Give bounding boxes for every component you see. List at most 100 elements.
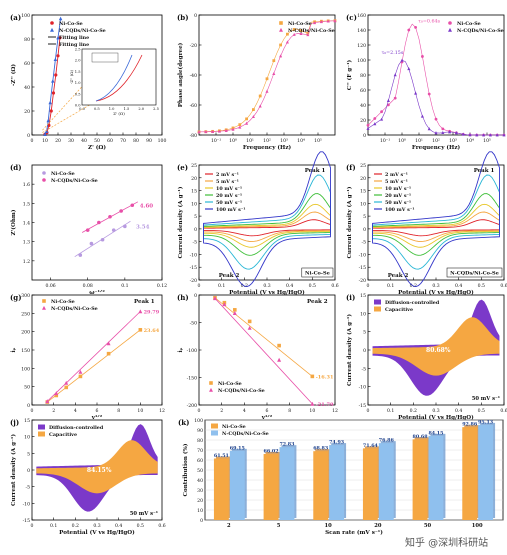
y-tick-label-f: -20 [359,278,366,284]
legend-entry-f: 10 mV s⁻¹ [385,186,411,192]
legend-entry-f: 5 mV s⁻¹ [385,179,408,185]
x-tick-label-b: 10² [263,138,271,144]
y-tick-label-j: 5 [27,451,30,457]
y-tick-label-d: 1.4 [23,221,30,227]
sample-label-box-e [301,267,334,278]
y-tick-label-f: -10 [359,252,366,258]
data-point-h [277,357,282,362]
guide-line-a [42,62,104,131]
data-point-d [130,203,135,208]
y-tick-label-k: 30 [197,488,203,494]
legend-swatch-a [50,21,54,25]
x-tick-label-k: 20 [374,523,382,529]
legend-swatch-i [374,306,381,312]
fit-line-h [214,298,313,405]
annotation-j: 50 mV s⁻¹ [130,511,158,517]
y-tick-label-h: 0 [194,293,197,299]
capacitive-area-j [36,440,158,494]
legend-swatch-h [209,387,213,392]
sample-label-e: Ni-Co-Se [305,271,330,277]
y-tick-label-i: 5 [363,330,366,336]
y-tick-label-b: -20 [190,43,197,49]
y-axis-label-a: -Z'' (Ω) [10,64,17,86]
y-axis-label-d: Z'(Ohm) [10,209,17,235]
data-point-h [213,296,217,301]
annotation-f: Peak 1 [474,168,495,174]
series-line-c [367,59,504,136]
x-tick-label-f: 0.4 [455,283,462,289]
y-tick-label-c: 40 [360,103,366,109]
y-tick-label-c: 140 [357,28,366,34]
data-point-a [56,35,60,40]
bar-value-label-k: 72.83 [279,442,295,448]
y-axis-label-b: Phase angle(degree) [177,42,184,107]
panel-label-g: (g) [10,293,22,302]
x-tick-label-g: 12 [159,408,165,414]
sample-label-box-f [446,267,503,278]
x-tick-label-f: 0.1 [387,283,394,289]
x-axis-label-i: Potential (V vs Hg/HgO) [398,414,474,421]
x-axis-label-b: Frequency (Hz) [243,144,292,151]
legend-entry-j: Capacitive [49,432,77,438]
y-axis-label-e: Current density (A g⁻¹) [177,186,184,258]
inset-y-label: -Z'' (Ω) [69,70,74,84]
y-tick-label-j: 10 [24,435,30,441]
series-line-c [367,23,504,136]
y-axis-label-j: Current density (A g⁻¹) [10,434,17,506]
panel-label-d: (d) [10,163,22,172]
y-tick-label-f: 5 [363,214,366,220]
y-tick-label-g: 50 [24,385,30,391]
y-tick-label-f: 25 [360,163,366,169]
x-tick-label-d: 0.12 [157,283,167,289]
data-point-g [54,391,59,396]
y-tick-label-a: 60 [24,61,30,67]
data-point-h [222,302,227,307]
legend-entry-g: N-CQDs/Ni-Co-Se [51,306,98,312]
x-tick-label-e: 0.6 [331,283,338,289]
annotation-c: τ₀=0.64s [418,19,440,25]
y-tick-label-i: 15 [360,293,366,299]
x-tick-label-g: 8 [117,408,120,414]
legend-entry-e: 20 mV s⁻¹ [216,193,242,199]
data-point-d [119,209,123,213]
panel-label-h: (h) [177,293,189,302]
x-tick-label-c: 10⁴ [466,138,474,144]
bar-value-label-k: 71.64 [363,443,379,449]
legend-swatch-i [374,299,381,305]
data-point-g [78,374,83,379]
legend-entry-a: Fitting line [59,35,89,41]
x-tick-label-h: 2 [220,408,223,414]
x-tick-label-b: 10⁴ [297,138,305,144]
data-point-a [54,73,58,77]
y-tick-label-a: 80 [24,37,30,43]
x-axis-label-g: v¹ᐟ² [91,414,103,421]
x-tick-label-f: 0.5 [478,283,485,289]
bar-k [279,447,295,520]
x-tick-label-j: 0.3 [93,523,100,529]
x-tick-label-h: 0 [198,408,201,414]
y-tick-label-f: 20 [360,176,366,182]
bar-k [313,451,329,520]
x-tick-label-c: 10¹ [415,138,423,144]
annotation-d: 4.60 [140,203,154,209]
inset-x-tick-label: 1.5 [124,107,130,111]
data-point-h [247,325,252,330]
annotation-d: 3.54 [136,224,150,230]
y-axis-label-c: C'' (F g⁻¹) [346,59,353,90]
y-tick-label-i: -15 [359,403,366,409]
bar-value-label-k: 69.15 [230,445,245,451]
y-tick-label-h: -200 [187,403,197,409]
y-tick-label-b: -60 [190,103,197,109]
y-axis-label-h: iₚ [178,347,184,352]
y-axis-label-i: Current density (A g⁻¹) [346,314,353,386]
equivalent-circuit-icon [91,52,119,63]
y-tick-label-f: 10 [360,201,366,207]
y-tick-label-f: 15 [360,189,366,195]
data-point-b [333,19,337,23]
x-tick-label-g: 6 [96,408,99,414]
data-point-a [53,57,58,61]
x-tick-label-c: 10⁻¹ [380,138,390,144]
bar-k [478,424,494,520]
bar-k [462,427,478,520]
